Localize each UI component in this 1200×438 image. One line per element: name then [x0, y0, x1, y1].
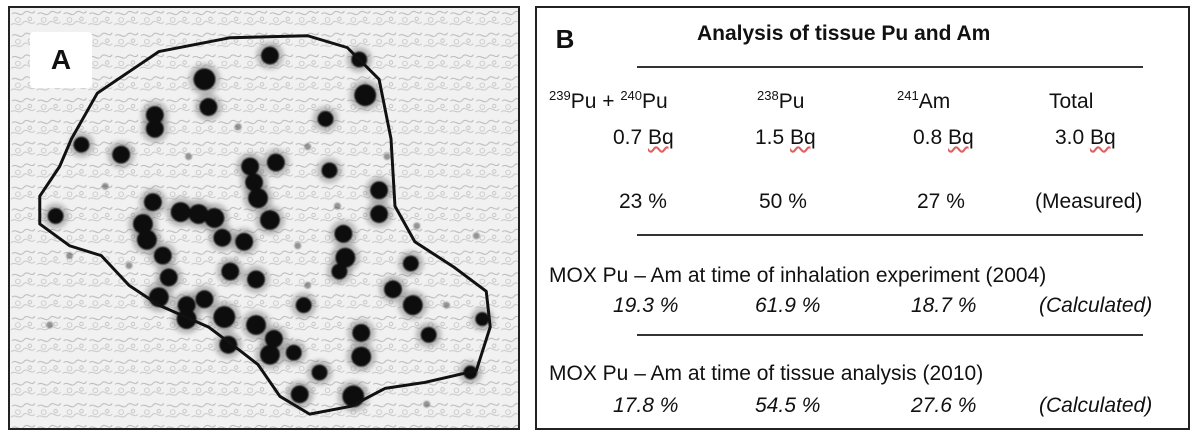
- particle-spot: [145, 106, 164, 124]
- particle-spot: [351, 346, 372, 367]
- particle-speck: [46, 321, 54, 329]
- particle-spot: [153, 246, 172, 265]
- measured-pu238: 50 %: [759, 190, 807, 213]
- particle-speck: [423, 400, 431, 408]
- mox-2010-pu239-240: 17.8 %: [613, 394, 679, 417]
- particle-spot: [145, 119, 164, 138]
- particle-speck: [234, 123, 242, 131]
- activity-pu239-240: 0.7 Bq: [613, 126, 674, 149]
- particle-speck: [101, 182, 109, 190]
- particle-spot: [384, 280, 402, 299]
- particle-spot: [370, 181, 389, 200]
- particle-speck: [333, 202, 341, 210]
- particle-spot: [73, 136, 90, 153]
- panel-b-label: B: [555, 23, 575, 54]
- mox-2004-label: MOX Pu – Am at time of inhalation experi…: [549, 264, 1047, 287]
- particle-spot: [475, 312, 490, 326]
- particle-speck: [443, 301, 451, 309]
- particle-spot: [245, 173, 264, 192]
- panel-a-image: A: [8, 6, 520, 430]
- activity-am241: 0.8 Bq: [913, 126, 974, 149]
- particle-spot: [260, 344, 280, 365]
- particle-spot: [370, 205, 389, 223]
- mox-2010-am241: 27.6 %: [911, 394, 977, 417]
- particle-spot: [47, 208, 64, 224]
- panel-a-label: A: [30, 32, 92, 88]
- particle-spot: [199, 98, 218, 116]
- particle-speck: [185, 153, 193, 161]
- panel-b-analysis: B Analysis of tissue Pu and Am 239Pu + 2…: [535, 6, 1190, 430]
- region-outline: [38, 34, 492, 416]
- particle-spot: [321, 162, 338, 179]
- header-pu239-240: 239Pu + 240Pu: [549, 88, 668, 113]
- particle-spot: [170, 202, 191, 222]
- rule-middle-2: [637, 334, 1143, 336]
- particle-spot: [143, 193, 162, 212]
- particle-speck: [413, 222, 421, 230]
- particle-spot: [331, 263, 348, 280]
- particle-spot: [241, 157, 260, 176]
- particle-spot: [335, 247, 356, 268]
- particle-spot: [311, 364, 328, 381]
- header-total: Total: [1049, 90, 1094, 113]
- particle-spot: [402, 255, 419, 272]
- particle-speck: [304, 281, 312, 289]
- particle-spot: [246, 315, 266, 335]
- mox-2004-pu238: 61.9 %: [755, 294, 821, 317]
- particle-spot: [402, 295, 423, 316]
- particle-speck: [294, 242, 302, 250]
- mox-2010-label: MOX Pu – Am at time of tissue analysis (…: [549, 362, 984, 385]
- measured-am241: 27 %: [917, 190, 965, 213]
- rule-middle-1: [637, 234, 1143, 236]
- particle-spot: [420, 326, 437, 343]
- activity-total: 3.0 Bq: [1055, 126, 1116, 149]
- header-pu238: 238Pu: [757, 88, 805, 113]
- particle-spot: [285, 344, 302, 361]
- particle-spot: [177, 296, 196, 315]
- particle-speck: [304, 143, 312, 151]
- particle-spot: [334, 224, 353, 243]
- particle-spot: [247, 270, 265, 289]
- particle-spot: [133, 214, 153, 234]
- rule-top: [637, 66, 1143, 68]
- particle-spot: [219, 335, 238, 354]
- particle-spot: [317, 111, 334, 127]
- activity-pu238: 1.5 Bq: [755, 126, 816, 149]
- particle-spot: [248, 188, 268, 209]
- particle-spot: [264, 329, 283, 348]
- mox-2010-pu238: 54.5 %: [755, 394, 821, 417]
- particle-speck: [125, 262, 133, 270]
- particle-speck: [66, 252, 74, 260]
- mox-2004-pu239-240: 19.3 %: [613, 294, 679, 317]
- particle-spot: [204, 208, 225, 228]
- particle-spot: [159, 268, 178, 287]
- particle-spot: [354, 84, 377, 107]
- particle-speck: [472, 232, 480, 240]
- particle-spot: [261, 46, 279, 65]
- particle-spot: [213, 228, 232, 247]
- measured-label: (Measured): [1035, 190, 1143, 213]
- particle-spot: [295, 297, 312, 314]
- particle-spot: [266, 153, 285, 172]
- mox-2010-note: (Calculated): [1039, 394, 1153, 417]
- mox-2004-am241: 18.7 %: [911, 294, 977, 317]
- particle-spot: [193, 68, 216, 91]
- particle-spot: [260, 210, 280, 230]
- particle-spot: [221, 262, 240, 281]
- particle-spot: [352, 323, 371, 342]
- particle-spot: [235, 232, 254, 251]
- particle-spot: [188, 204, 209, 224]
- particle-spot: [195, 290, 214, 309]
- particle-spot: [112, 145, 131, 164]
- particle-spot: [137, 229, 157, 250]
- particle-spot: [290, 385, 309, 404]
- header-am241: 241Am: [897, 88, 951, 113]
- particle-spot: [213, 306, 236, 328]
- analysis-title: Analysis of tissue Pu and Am: [697, 22, 991, 45]
- mox-2004-note: (Calculated): [1039, 294, 1153, 317]
- measured-pu239-240: 23 %: [619, 190, 667, 213]
- particle-speck: [383, 153, 391, 161]
- tissue-autoradiograph: [10, 8, 518, 428]
